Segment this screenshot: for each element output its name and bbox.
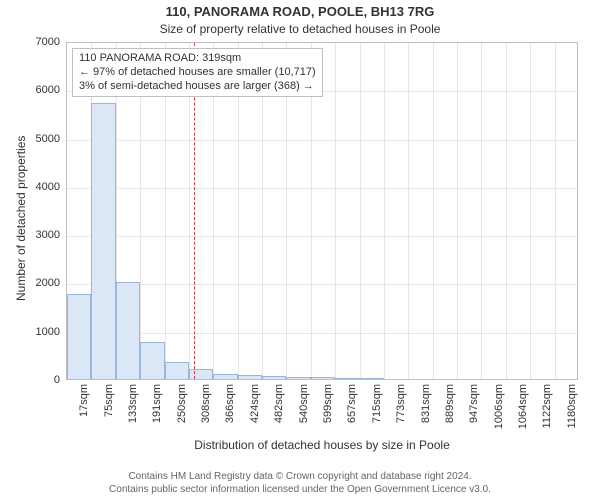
x-tick-label: 308sqm	[200, 384, 212, 423]
x-tick-label: 773sqm	[395, 384, 407, 423]
y-tick-label: 4000	[0, 181, 60, 193]
gridline-v	[433, 43, 434, 379]
x-tick-label: 599sqm	[322, 384, 334, 423]
gridline-h	[67, 140, 577, 141]
histogram-bar	[213, 374, 237, 379]
histogram-bar	[286, 377, 310, 379]
x-tick-label: 17sqm	[78, 384, 90, 417]
x-tick-label: 424sqm	[249, 384, 261, 423]
y-tick-label: 1000	[0, 326, 60, 338]
y-tick-label: 5000	[0, 133, 60, 145]
histogram-bar	[116, 282, 140, 379]
gridline-v	[335, 43, 336, 379]
y-tick-label: 3000	[0, 229, 60, 241]
gridline-v	[555, 43, 556, 379]
x-tick-label: 133sqm	[127, 384, 139, 423]
histogram-bar	[165, 362, 189, 379]
chart-container: 110, PANORAMA ROAD, POOLE, BH13 7RG Size…	[0, 0, 600, 500]
x-tick-label: 366sqm	[224, 384, 236, 423]
gridline-h	[67, 236, 577, 237]
histogram-bar	[67, 294, 91, 379]
histogram-bar	[360, 378, 384, 379]
annotation-box: 110 PANORAMA ROAD: 319sqm ← 97% of detac…	[72, 48, 323, 97]
chart-title: 110, PANORAMA ROAD, POOLE, BH13 7RG	[0, 4, 600, 19]
gridline-v	[408, 43, 409, 379]
x-tick-label: 1122sqm	[541, 384, 553, 428]
histogram-bar	[262, 376, 286, 379]
x-tick-label: 947sqm	[468, 384, 480, 423]
histogram-bar	[311, 377, 335, 379]
x-tick-label: 1064sqm	[517, 384, 529, 429]
annotation-line-3: 3% of semi-detached houses are larger (3…	[79, 80, 316, 94]
histogram-bar	[335, 378, 359, 379]
x-tick-label: 250sqm	[176, 384, 188, 423]
gridline-v	[384, 43, 385, 379]
x-tick-label: 831sqm	[420, 384, 432, 423]
footer-line-2: Contains public sector information licen…	[0, 484, 600, 497]
x-tick-label: 657sqm	[346, 384, 358, 423]
y-axis-label: Number of detached properties	[14, 136, 28, 301]
gridline-h	[67, 188, 577, 189]
histogram-bar	[91, 103, 115, 379]
footer: Contains HM Land Registry data © Crown c…	[0, 471, 600, 496]
y-tick-label: 7000	[0, 36, 60, 48]
histogram-bar	[238, 375, 262, 379]
gridline-v	[360, 43, 361, 379]
gridline-v	[506, 43, 507, 379]
x-tick-label: 191sqm	[151, 384, 163, 423]
annotation-line-2: ← 97% of detached houses are smaller (10…	[79, 66, 316, 80]
gridline-h	[67, 333, 577, 334]
y-tick-label: 0	[0, 374, 60, 386]
x-tick-label: 1006sqm	[493, 384, 505, 429]
gridline-v	[457, 43, 458, 379]
gridline-v	[481, 43, 482, 379]
x-tick-label: 482sqm	[273, 384, 285, 423]
x-tick-label: 540sqm	[298, 384, 310, 423]
histogram-bar	[140, 342, 164, 379]
x-axis-label: Distribution of detached houses by size …	[66, 438, 578, 452]
x-tick-label: 889sqm	[444, 384, 456, 423]
footer-line-1: Contains HM Land Registry data © Crown c…	[0, 471, 600, 484]
y-tick-label: 2000	[0, 277, 60, 289]
gridline-v	[530, 43, 531, 379]
x-axis-ticks: 17sqm 75sqm 133sqm 191sqm 250sqm 308sqm 366sqm…	[66, 384, 578, 434]
x-tick-label: 715sqm	[371, 384, 383, 423]
y-tick-label: 6000	[0, 84, 60, 96]
x-tick-label: 75sqm	[103, 384, 115, 417]
gridline-h	[67, 284, 577, 285]
x-tick-label: 1180sqm	[566, 384, 578, 428]
annotation-line-1: 110 PANORAMA ROAD: 319sqm	[79, 52, 316, 66]
chart-subtitle: Size of property relative to detached ho…	[0, 22, 600, 36]
